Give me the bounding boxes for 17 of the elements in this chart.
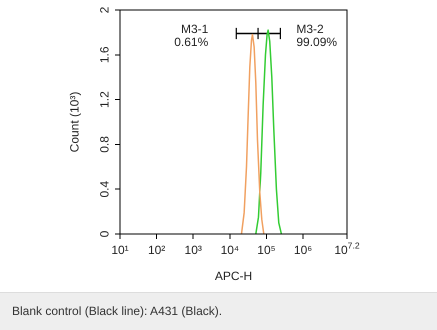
x-axis-title: APC-H bbox=[214, 269, 252, 284]
y-tick-label: 1.2 bbox=[97, 90, 112, 108]
y-tick-label: 0 bbox=[97, 230, 112, 238]
y-tick-label: 2 bbox=[97, 6, 112, 14]
x-tick-label: 10⁶ bbox=[294, 243, 312, 257]
annotation: M3-2 99.09% bbox=[296, 22, 338, 49]
y-tick-label: 1.6 bbox=[97, 46, 112, 64]
x-tick-label: 10⁵ bbox=[257, 243, 276, 257]
x-tick-label: 10³ bbox=[184, 243, 202, 257]
y-tick-label: 0.4 bbox=[97, 180, 112, 198]
x-tick-label: 10² bbox=[148, 243, 166, 257]
annotation: M3-1 0.61% bbox=[174, 22, 209, 49]
x-tick-label: 10⁴ bbox=[220, 243, 240, 257]
x-tick-label: 10¹ bbox=[111, 243, 129, 257]
y-axis-title: Count (10³) bbox=[68, 92, 82, 152]
text: Blank control (Black line): A431 (Black). bbox=[0, 292, 437, 330]
y-tick-label: 0.8 bbox=[97, 136, 112, 153]
